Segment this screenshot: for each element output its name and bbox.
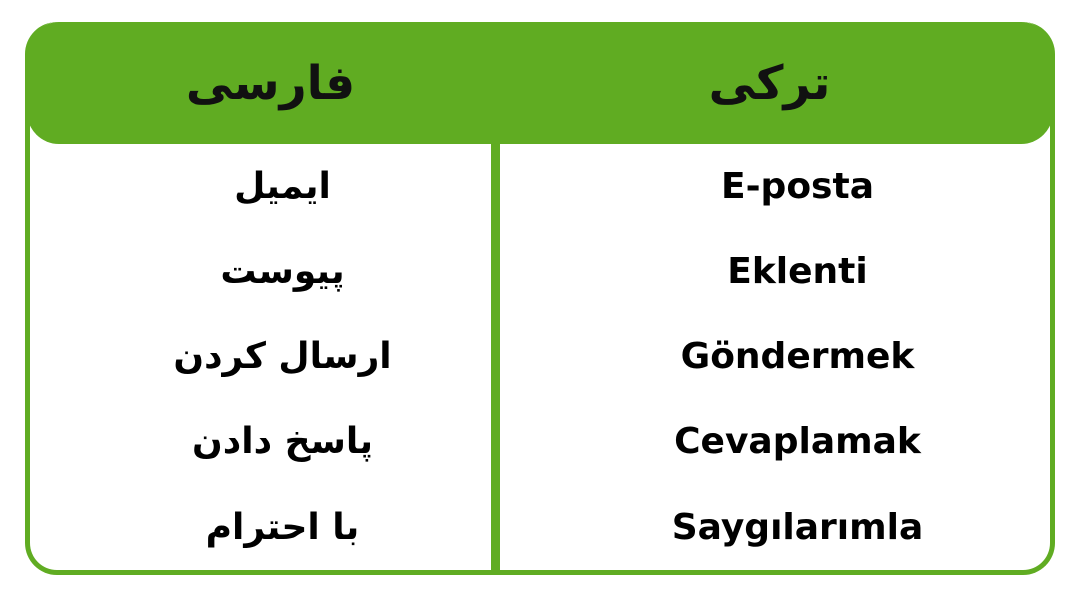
table-body: ایمیل E-posta پیوست Eklenti ارسال کردن G… — [30, 144, 1050, 570]
table-row: با احترام Saygılarımla — [30, 485, 1050, 570]
table-row: پیوست Eklenti — [30, 229, 1050, 314]
cell-persian: پیوست — [220, 250, 345, 292]
table-row: ارسال کردن Göndermek — [30, 314, 1050, 399]
cell-turkish: E-posta — [721, 165, 874, 207]
column-header-turkish: ترکی — [708, 55, 831, 111]
cell-persian: ایمیل — [234, 165, 331, 207]
cell-persian: با احترام — [205, 506, 360, 548]
cell-persian: ارسال کردن — [173, 336, 392, 378]
cell-turkish: Cevaplamak — [674, 421, 921, 463]
table-row: ایمیل E-posta — [30, 144, 1050, 229]
column-header-persian: فارسی — [185, 55, 356, 111]
cell-turkish: Saygılarımla — [671, 506, 924, 548]
cell-turkish: Göndermek — [680, 336, 915, 378]
table-outer-border — [25, 22, 1055, 575]
cell-persian: پاسخ دادن — [192, 421, 373, 463]
table-header-row: فارسی ترکی — [27, 22, 1053, 144]
table-row: پاسخ دادن Cevaplamak — [30, 400, 1050, 485]
cell-turkish: Eklenti — [727, 250, 868, 292]
column-divider — [491, 144, 500, 573]
